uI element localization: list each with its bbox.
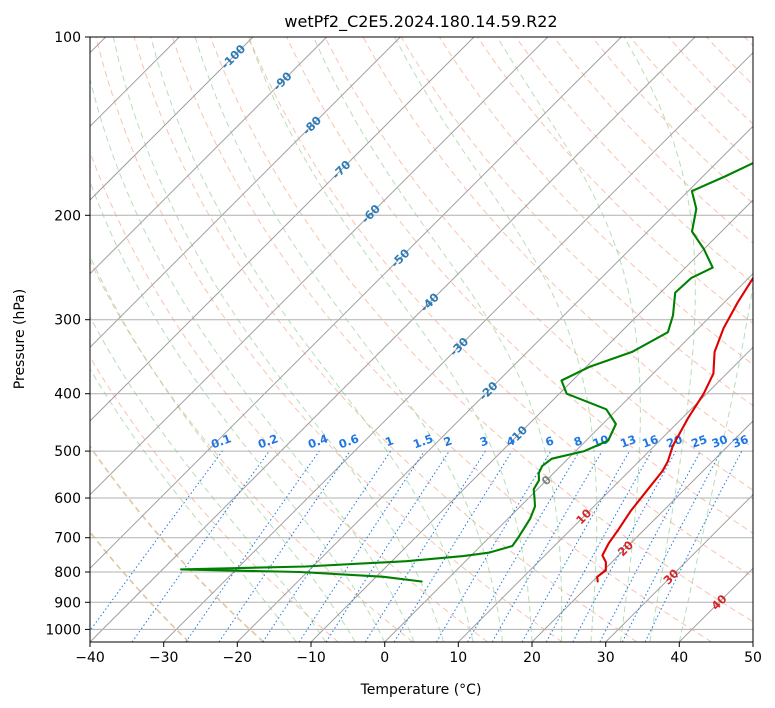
temperature-line <box>596 276 753 583</box>
dry-adiabat-line <box>248 37 753 578</box>
moist-adiabat-line <box>90 76 415 642</box>
mixing-ratio-line <box>218 450 351 642</box>
dry-adiabat-line <box>210 37 753 623</box>
background-lines <box>90 37 753 642</box>
dry-adiabat-line <box>591 37 753 204</box>
x-tick-label: −40 <box>75 650 105 666</box>
y-tick-label: 600 <box>54 491 81 507</box>
moist-adiabat-line <box>623 37 696 642</box>
x-tick-label: 30 <box>597 650 615 666</box>
y-tick-label: 200 <box>54 208 81 224</box>
x-axis: −40 −30 −20 −10 0 10 20 30 40 50 <box>75 642 762 666</box>
mixing-ratio-line <box>521 450 630 642</box>
isotherm-line <box>236 125 753 642</box>
moist-adiabat-line <box>678 282 753 642</box>
isotherm-line <box>90 37 622 570</box>
mixing-ratio-line <box>185 450 320 642</box>
mixing-ratio-line <box>572 450 677 642</box>
x-tick-label: 40 <box>670 650 688 666</box>
dry-adiabat-line <box>171 37 712 642</box>
moist-adiabat-line <box>90 315 327 642</box>
isotherm-line <box>531 420 753 642</box>
moist-adiabat-line <box>247 37 533 642</box>
mixing-ratio-label: 0.2 <box>256 431 280 451</box>
x-tick-label: 10 <box>449 650 467 666</box>
isotherm-line <box>90 37 401 349</box>
isotherm-line <box>310 199 753 642</box>
dewpoint-line <box>179 161 753 583</box>
x-tick-label: 0 <box>380 650 389 666</box>
moist-adiabat-line <box>313 37 563 642</box>
mixing-ratio-label: 0.4 <box>306 431 330 451</box>
chart-title: wetPf2_C2E5.2024.180.14.59.R22 <box>284 12 557 32</box>
dry-adiabat-line <box>95 37 563 642</box>
moist-adiabat-line <box>194 37 503 642</box>
x-tick-label: 20 <box>523 650 541 666</box>
x-axis-label: Temperature (°C) <box>360 682 482 698</box>
moist-adiabat-line <box>90 254 356 642</box>
mixing-ratio-label: 0.1 <box>209 431 233 451</box>
mixing-ratio-label: 1.5 <box>411 431 435 451</box>
isotherm-line <box>384 272 753 642</box>
mixing-ratio-line <box>545 450 653 642</box>
mixing-ratio-line <box>90 450 223 632</box>
isotherm-line <box>457 346 753 642</box>
series-layer <box>179 161 753 583</box>
isotherm-line <box>90 37 254 201</box>
mixing-ratio-line <box>644 450 743 642</box>
isotherm-line <box>90 37 475 422</box>
moist-adiabat-line <box>150 37 474 642</box>
isotherm-line <box>90 37 696 642</box>
y-tick-label: 400 <box>54 387 81 403</box>
y-tick-label: 1000 <box>45 622 81 638</box>
y-tick-label: 700 <box>54 531 81 547</box>
mixing-ratio-label: 36 <box>731 432 751 451</box>
isotherm-line <box>90 37 549 496</box>
dry-adiabat-line <box>133 37 638 642</box>
dry-adiabat-line <box>324 37 753 491</box>
y-tick-label: 500 <box>54 444 81 460</box>
y-tick-label: 900 <box>54 595 81 611</box>
x-tick-label: 50 <box>744 650 762 666</box>
isotherm-line <box>605 493 753 642</box>
dry-adiabat-line <box>90 445 265 642</box>
plot-frame <box>89 36 754 643</box>
dry-adiabat-line <box>477 37 753 325</box>
moist-adiabat-line <box>112 37 445 642</box>
dry-adiabat-line <box>400 37 753 407</box>
mixing-ratio-line <box>262 450 392 642</box>
mixing-ratio-label: 13 <box>618 432 638 451</box>
mixing-ratio-label: 16 <box>640 432 660 451</box>
isotherm-line <box>90 37 328 275</box>
mixing-ratio-line <box>131 450 270 642</box>
x-tick-label: −20 <box>223 650 253 666</box>
dry-adiabat-line <box>629 37 753 165</box>
mixing-ratio-label: 0.6 <box>337 431 361 451</box>
x-tick-label: −30 <box>149 650 179 666</box>
y-axis: 100 200 300 400 500 600 700 800 900 1000 <box>45 30 90 638</box>
mixing-ratio-label: 30 <box>710 432 730 451</box>
x-tick-label: −10 <box>296 650 326 666</box>
moist-adiabat-line <box>496 37 641 642</box>
y-tick-label: 300 <box>54 313 81 329</box>
y-tick-label: 100 <box>54 30 81 46</box>
mixing-ratio-label: 25 <box>689 432 709 451</box>
y-axis-label: Pressure (hPa) <box>12 289 28 389</box>
moist-adiabat-line <box>90 367 297 642</box>
dry-adiabat-line <box>515 37 753 284</box>
mixing-ratio-line <box>393 450 513 642</box>
y-tick-label: 800 <box>54 565 81 581</box>
moist-adiabat-line <box>394 37 598 642</box>
isotherm-line <box>163 51 753 642</box>
